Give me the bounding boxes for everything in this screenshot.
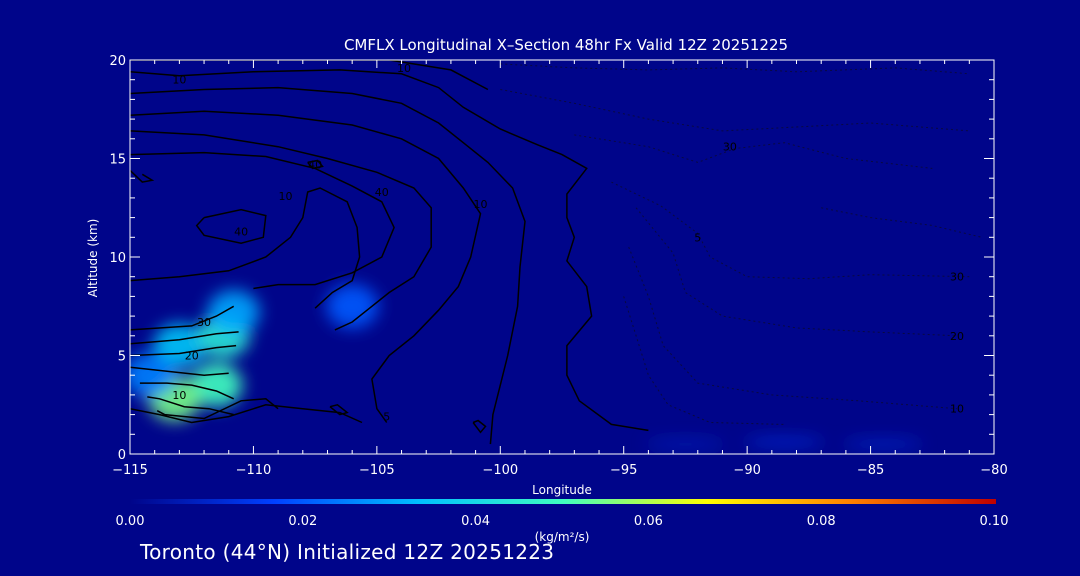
field-blob xyxy=(645,440,726,449)
solid-contour xyxy=(130,404,363,424)
contour-label: 10 xyxy=(474,198,488,211)
solid-contour xyxy=(147,396,234,416)
solid-contour xyxy=(139,382,235,400)
y-tick-label: 15 xyxy=(109,153,126,168)
solid-contour xyxy=(195,208,267,244)
x-axis-label: Longitude xyxy=(532,483,592,497)
contour-labels: 10 10 40 40 10 40 10 30 20 10 5 30 5 30 20 10 xyxy=(172,62,964,424)
x-tick-label: −105 xyxy=(359,463,395,478)
dashed-contour xyxy=(821,207,982,238)
dashed-contour xyxy=(574,134,933,169)
field-blob xyxy=(744,438,825,447)
x-tick-label: −90 xyxy=(733,463,760,478)
contour-label: 30 xyxy=(197,316,211,329)
axes: −115 −110 −105 −100 −95 −90 −85 −80 0 5 10 15 20 xyxy=(109,54,1007,478)
flux-field xyxy=(130,284,923,449)
contour-label: 30 xyxy=(950,271,964,284)
field-blob xyxy=(130,353,176,398)
solid-contour xyxy=(329,403,349,416)
field-blob xyxy=(326,284,379,329)
colorbar-tick-label: 0.06 xyxy=(634,514,663,529)
solid-contour xyxy=(130,69,649,432)
dashed-contour xyxy=(500,89,970,132)
y-tick-label: 10 xyxy=(109,251,126,266)
solid-contour xyxy=(130,130,432,331)
x-tick-label: −85 xyxy=(857,463,884,478)
solid-contour xyxy=(472,419,487,434)
x-tick-label: −95 xyxy=(610,463,637,478)
solid-contour xyxy=(130,151,395,290)
contour-label: 40 xyxy=(308,158,322,171)
solid-contour xyxy=(130,344,237,357)
solid-contour xyxy=(130,110,482,423)
contour-label: 30 xyxy=(723,141,737,154)
x-tick-label: −100 xyxy=(482,463,518,478)
colorbar-tick-label: 0.00 xyxy=(116,514,145,529)
contour-label: 10 xyxy=(279,190,293,203)
colorbar-tick-label: 0.02 xyxy=(288,514,317,529)
y-axis-label: Altitude (km) xyxy=(86,219,100,298)
contour-label: 5 xyxy=(383,411,390,424)
dashed-contour xyxy=(500,63,970,75)
x-tick-label: −80 xyxy=(980,463,1007,478)
solid-contour xyxy=(130,305,235,331)
colorbar-units: (kg/m²/s) xyxy=(535,530,590,544)
footer-caption: Toronto (44°N) Initialized 12Z 20251223 xyxy=(140,540,555,564)
solid-contour xyxy=(130,187,361,309)
contour-label: 10 xyxy=(397,62,411,75)
dashed-contour xyxy=(628,246,958,410)
contour-label: 40 xyxy=(375,186,389,199)
colorbar-labels: 0.00 0.02 0.04 0.06 0.08 0.10 xyxy=(116,514,1009,529)
solid-contour xyxy=(307,159,324,170)
x-tick-label: −110 xyxy=(236,463,272,478)
colorbar-tick-label: 0.04 xyxy=(461,514,490,529)
colorbar xyxy=(130,499,996,504)
contour-label: 20 xyxy=(950,330,964,343)
solid-contour xyxy=(130,331,239,345)
field-blob xyxy=(207,290,260,335)
chart-title: CMFLX Longitudinal X–Section 48hr Fx Val… xyxy=(344,36,788,54)
solid-contour xyxy=(130,86,526,445)
field-blob xyxy=(153,323,206,368)
dashed-contour xyxy=(623,296,785,425)
contour-label: 10 xyxy=(172,389,186,402)
contour-label: 5 xyxy=(694,231,701,244)
solid-contour xyxy=(130,169,155,183)
plot-background xyxy=(130,60,994,454)
y-tick-label: 5 xyxy=(118,350,126,365)
y-tick-label: 20 xyxy=(109,54,126,69)
contour-label: 40 xyxy=(234,225,248,238)
contour-lines xyxy=(130,60,982,445)
solid-contour xyxy=(130,60,489,91)
contour-label: 10 xyxy=(172,74,186,87)
solid-contour xyxy=(130,366,229,376)
contour-label: 20 xyxy=(185,350,199,363)
x-tick-label: −115 xyxy=(112,463,148,478)
y-tick-label: 0 xyxy=(118,448,126,463)
colorbar-tick-label: 0.08 xyxy=(807,514,836,529)
field-blob xyxy=(842,440,923,449)
solid-contour xyxy=(156,398,279,420)
colorbar-tick-label: 0.10 xyxy=(980,514,1009,529)
contour-label: 10 xyxy=(950,403,964,416)
